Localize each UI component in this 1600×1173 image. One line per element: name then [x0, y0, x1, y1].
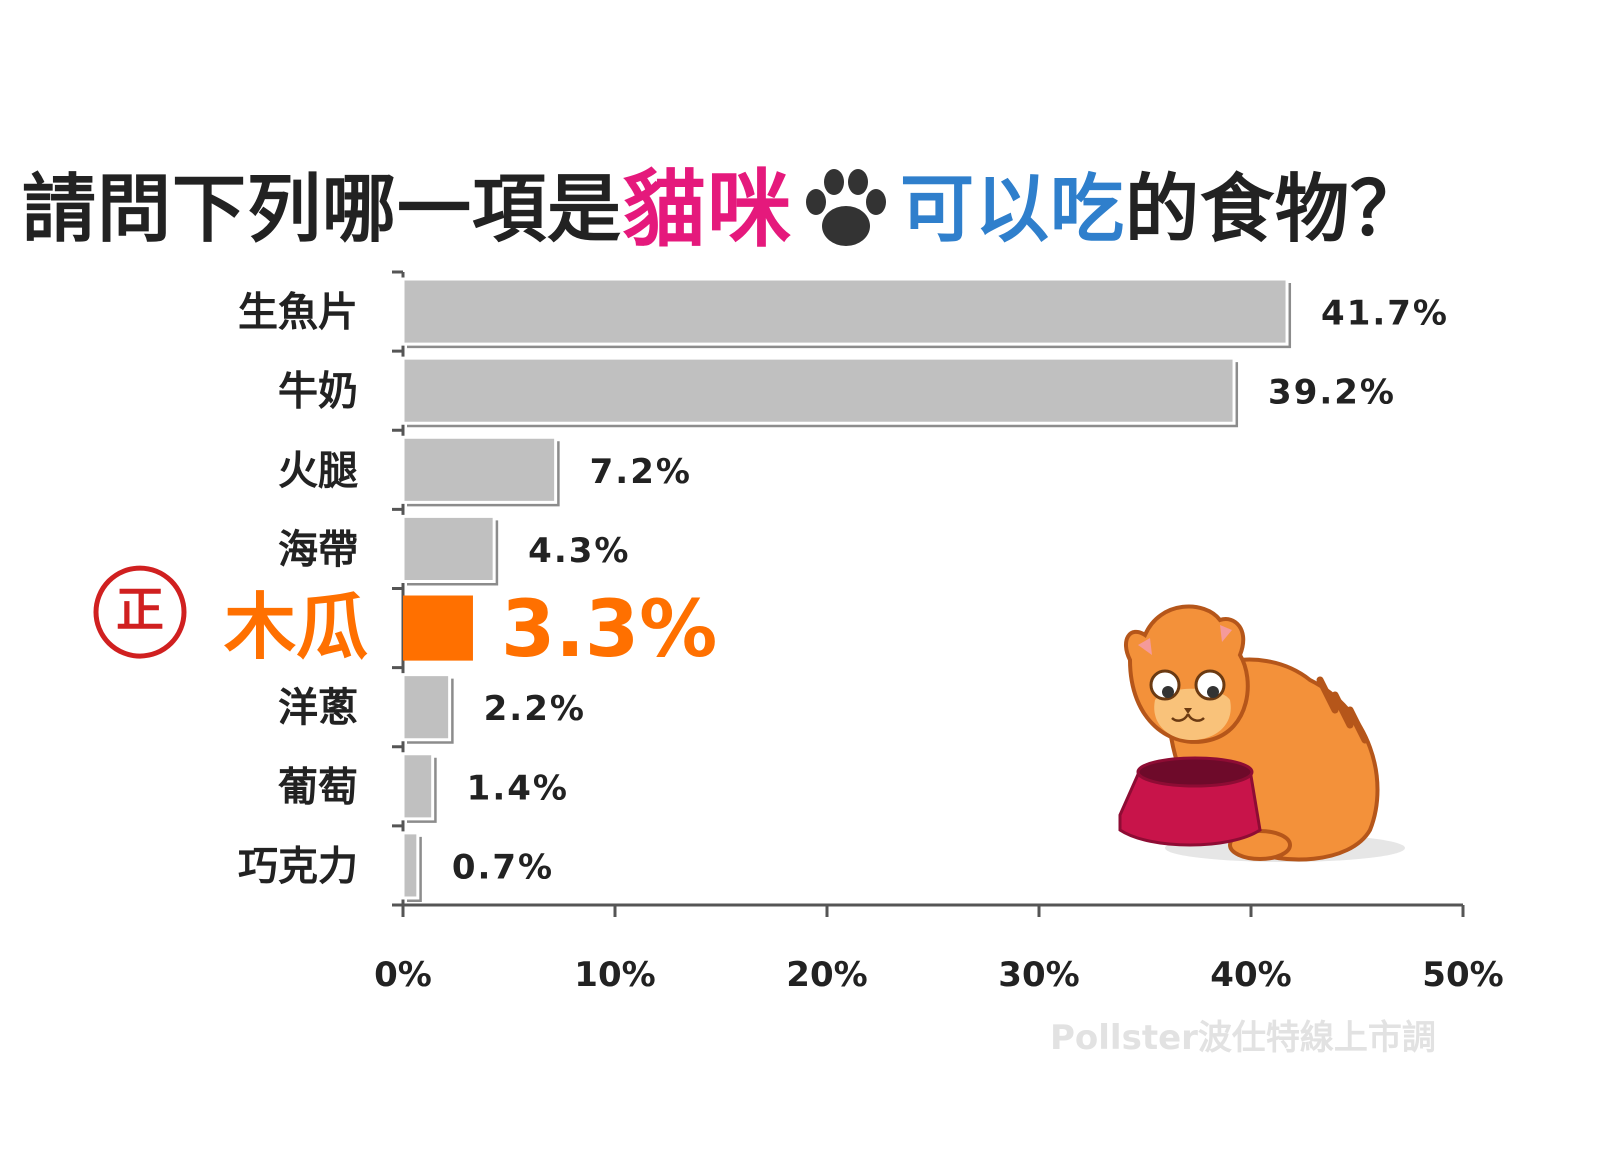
title-part-cat: 貓咪: [622, 160, 793, 259]
x-tick-label: 0%: [374, 955, 432, 995]
bar: [401, 752, 435, 821]
watermark: Pollster波仕特線上市調: [1050, 1018, 1436, 1058]
paw-icon: [796, 164, 896, 254]
value-label: 41.7%: [1321, 294, 1449, 334]
bar: [401, 673, 452, 742]
value-label: 3.3%: [501, 585, 717, 675]
cat-with-bowl-illustration: [1118, 604, 1405, 862]
bar: [401, 831, 420, 900]
bar: [401, 277, 1289, 346]
value-label: 7.2%: [590, 452, 692, 492]
category-label: 海帶: [278, 527, 358, 573]
correct-stamp: [93, 565, 187, 659]
category-label: 木瓜: [224, 585, 368, 669]
x-tick-label: 20%: [786, 955, 867, 995]
category-label: 洋蔥: [278, 685, 358, 731]
category-label: 火腿: [278, 448, 358, 494]
category-label: 巧克力: [238, 843, 358, 889]
value-label: 39.2%: [1268, 373, 1396, 413]
value-label: 0.7%: [452, 847, 554, 887]
category-label: 牛奶: [278, 369, 358, 415]
bar: [401, 356, 1236, 425]
value-label: 4.3%: [528, 531, 630, 571]
bar: [401, 514, 496, 583]
bar: [403, 595, 473, 661]
chart-title: 請問下列哪一項是貓咪 可以吃的食物？: [22, 150, 1582, 260]
title-part-4: 的食物？: [1125, 166, 1426, 253]
title-part-edible: 可以吃: [900, 166, 1126, 253]
category-label: 葡萄: [278, 764, 358, 810]
category-label: 生魚片: [238, 290, 358, 336]
x-tick-label: 30%: [998, 955, 1079, 995]
value-label: 1.4%: [467, 768, 569, 808]
title-part-1: 請問下列哪一項是: [22, 166, 622, 253]
x-tick-label: 40%: [1210, 955, 1291, 995]
value-label: 2.2%: [484, 689, 586, 729]
correct-stamp-label: 正: [116, 582, 164, 638]
bar: [401, 435, 558, 504]
x-tick-label: 10%: [574, 955, 655, 995]
x-tick-label: 50%: [1422, 955, 1503, 995]
